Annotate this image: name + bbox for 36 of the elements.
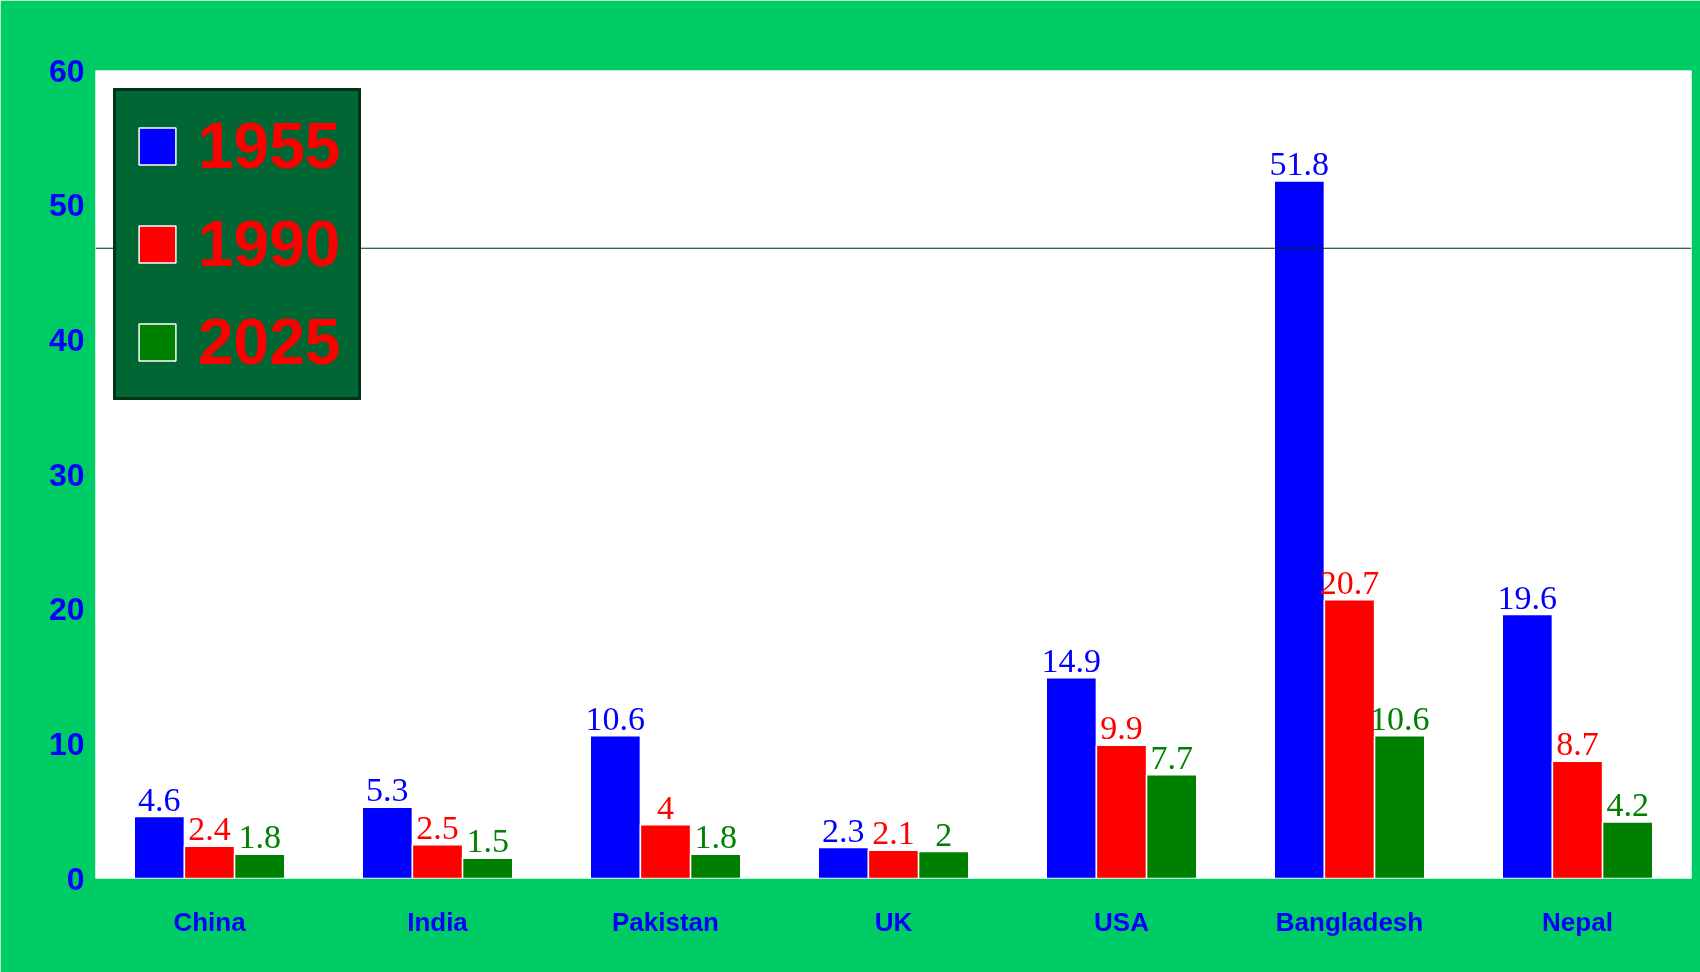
data-label: 1.8 [238, 818, 281, 856]
data-label: 14.9 [1041, 641, 1102, 679]
data-label: 5.3 [366, 771, 409, 809]
y-tick-label: 10 [48, 725, 85, 762]
y-tick-label: 30 [48, 456, 85, 493]
legend-label: 2025 [198, 305, 341, 379]
y-tick-label: 0 [66, 860, 85, 897]
data-label: 7.7 [1150, 738, 1193, 776]
data-label: 2.4 [188, 810, 231, 848]
y-tick-label: 40 [48, 321, 85, 358]
data-label: 2.1 [872, 814, 915, 852]
data-label: 51.8 [1269, 144, 1330, 182]
x-tick-label: USA [1094, 906, 1150, 937]
data-label: 4.2 [1606, 785, 1649, 823]
data-label: 2.5 [416, 808, 459, 846]
data-label: 2 [935, 815, 953, 853]
data-label: 9.9 [1100, 709, 1143, 747]
data-label: 8.7 [1556, 725, 1599, 763]
data-label: 4 [657, 788, 674, 826]
x-tick-label: Bangladesh [1275, 906, 1424, 937]
data-label: 1.8 [694, 818, 737, 856]
data-label: 10.6 [585, 699, 646, 737]
legend-label: 1990 [198, 207, 341, 281]
x-tick-label: Pakistan [612, 906, 719, 937]
y-tick-label: 50 [48, 187, 85, 224]
x-tick-label: Nepal [1542, 906, 1613, 937]
data-label: 4.6 [138, 780, 181, 818]
data-label: 1.5 [466, 822, 509, 860]
x-tick-label: India [407, 906, 469, 937]
y-tick-label: 60 [48, 52, 85, 89]
x-tick-label: China [173, 906, 247, 937]
x-tick-label: UK [874, 906, 913, 937]
legend-label: 1955 [198, 109, 341, 183]
y-tick-label: 20 [48, 591, 85, 628]
data-label: 19.6 [1497, 578, 1558, 616]
data-label: 2.3 [822, 811, 865, 849]
